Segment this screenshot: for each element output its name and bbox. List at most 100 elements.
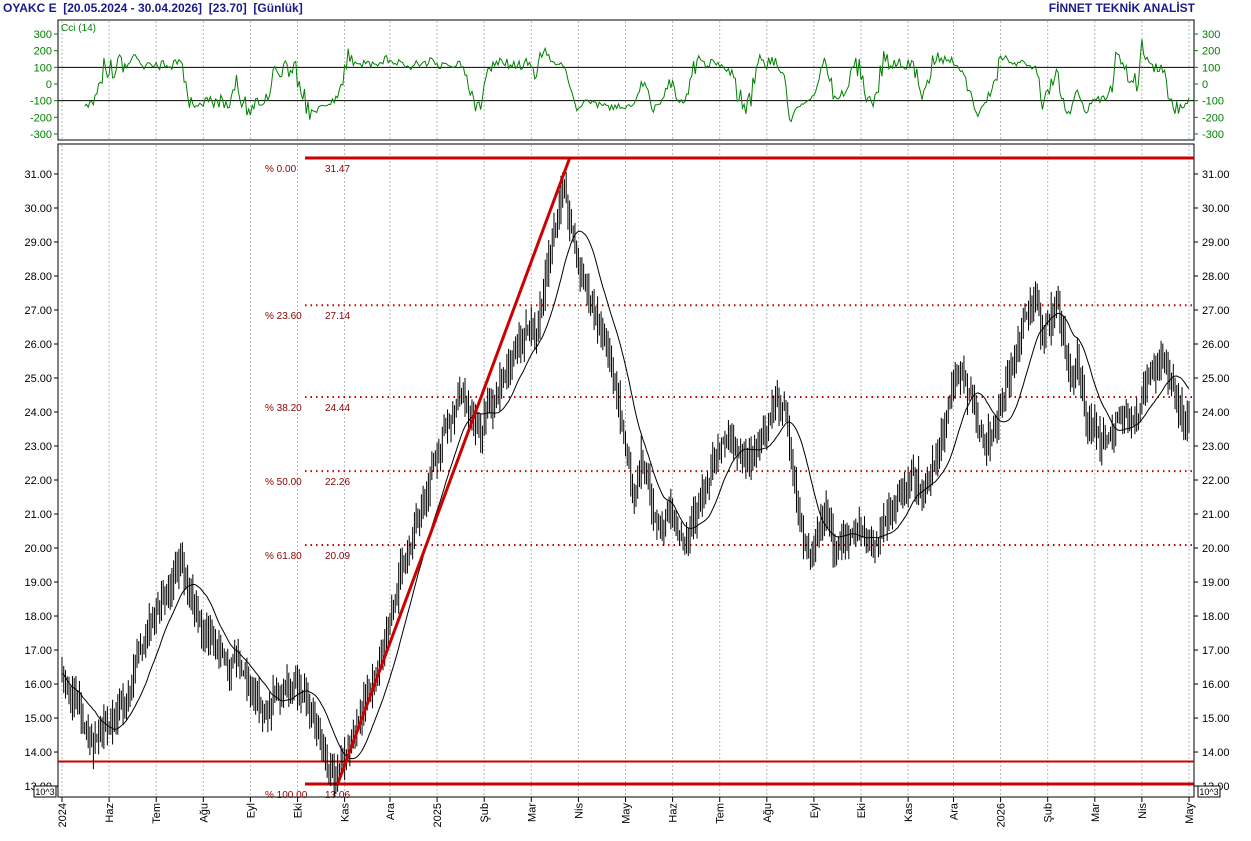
price-tick-label-right: 29.00 [1202,237,1230,249]
scale-note: 10^3 [1199,787,1218,797]
cci-tick-label-right: -200 [1202,112,1224,124]
price-tick-label-right: 25.00 [1202,373,1230,385]
trend-line-segment [336,157,572,785]
price-tick-label-left: 22.00 [24,475,52,487]
cci-tick-label-right: 100 [1202,62,1220,74]
scale-note-box [1197,785,1221,798]
price-tick-label-right: 15.00 [1202,713,1230,725]
price-tick-label-left: 20.00 [24,543,52,555]
cci-tick-label-right: 200 [1202,46,1220,58]
price-tick-label-left: 24.00 [24,407,52,419]
x-tick-label: Tem [715,803,727,824]
x-tick-label: May [1184,803,1196,824]
price-tick-label-right: 26.00 [1202,339,1230,351]
x-tick-label: 2025 [432,803,444,827]
price-tick-label-right: 17.00 [1202,645,1230,657]
x-tick-label: Mar [1090,803,1102,822]
fib-level-percent: % 100.00 [265,790,308,801]
x-tick-label: Nis [573,803,585,819]
price-tick-label-left: 28.00 [24,271,52,283]
scale-notes: 10^3 10^3 [33,785,1221,798]
fib-level-value: 24.44 [325,403,350,414]
moving-average-line [61,230,1190,760]
cci-tick-label-left: 100 [34,62,52,74]
price-tick-label-left: 31.00 [24,169,52,181]
x-tick-label: Şub [479,803,491,823]
x-tick-label: Eki [856,803,868,818]
price-tick-label-right: 14.00 [1202,747,1230,759]
last-price: [23.70] [208,1,247,15]
cci-tick-label-right: -300 [1202,129,1224,141]
price-tick-label-left: 19.00 [24,577,52,589]
cci-tick-label-left: 200 [34,46,52,58]
date-range: [20.05.2024 - 30.04.2026] [63,1,203,15]
x-tick-label: Eyl [245,803,257,818]
price-tick-label-right: 31.00 [1202,169,1230,181]
price-axis: 31.00 31.00 30.00 30.00 29.00 29.00 28.00 28.00… [24,169,1229,793]
x-tick-label: Haz [104,803,116,823]
x-tick-label: Tem [151,803,163,824]
fib-level-value: 20.09 [325,551,350,562]
scale-note-box [33,785,57,798]
x-tick-label: Eki [293,803,305,818]
provider-label: FİNNET TEKNİK ANALİST [1048,1,1195,15]
price-tick-label-right: 18.00 [1202,611,1230,623]
fib-level-percent: % 50.00 [265,477,302,488]
x-tick-label: 2024 [57,803,69,827]
fib-level-value: 22.26 [325,477,350,488]
fib-level-value: 31.47 [325,164,350,175]
price-tick-label-right: 24.00 [1202,407,1230,419]
price-tick-label-right: 28.00 [1202,271,1230,283]
price-tick-label-right: 30.00 [1202,203,1230,215]
cci-title: Cci (14) [61,23,96,34]
x-tick-label: Kas [340,803,352,822]
price-tick-label-right: 19.00 [1202,577,1230,589]
price-tick-label-left: 17.00 [24,645,52,657]
x-tick-label: Ağu [198,803,210,823]
price-tick-label-right: 22.00 [1202,475,1230,487]
x-tick-label: Ara [385,802,397,820]
price-tick-label-left: 15.00 [24,713,52,725]
cci-tick-label-left: 300 [34,29,52,41]
fib-level-percent: % 61.80 [265,551,302,562]
cci-panel [57,19,1195,141]
x-tick-label: Ara [948,802,960,820]
price-tick-label-right: 21.00 [1202,509,1230,521]
x-tick-label: 2026 [996,803,1008,827]
x-tick-label: Haz [668,803,680,823]
x-tick-label: Nis [1137,803,1149,819]
x-tick-label: Eyl [809,803,821,818]
price-tick-label-right: 16.00 [1202,679,1230,691]
trend-line [336,157,572,785]
cci-line [84,39,1190,123]
fib-level-value: 13.06 [325,790,350,801]
price-tick-label-left: 26.00 [24,339,52,351]
price-tick-label-left: 14.00 [24,747,52,759]
price-tick-label-left: 21.00 [24,509,52,521]
cci-tick-label-right: 300 [1202,29,1220,41]
fib-level-percent: % 38.20 [265,403,302,414]
price-tick-label-right: 23.00 [1202,441,1230,453]
x-tick-label: Mar [526,803,538,822]
symbol: OYAKC E [3,1,57,15]
price-tick-label-left: 23.00 [24,441,52,453]
fib-level-percent: % 23.60 [265,311,302,322]
ohlc-bars [61,172,1190,798]
x-tick-label: Ağu [762,803,774,823]
cci-tick-label-right: -100 [1202,96,1224,108]
fib-level-percent: % 0.00 [265,164,297,175]
cci-tick-label-left: 0 [46,79,52,91]
date-axis: 2024 Haz Tem Ağu Eyl Eki Kas Ara 2025 Şub Mar Nis Ma… [57,802,1196,827]
price-tick-label-left: 30.00 [24,203,52,215]
cci-tick-label-left: -300 [30,129,52,141]
price-tick-label-left: 29.00 [24,237,52,249]
price-tick-label-left: 27.00 [24,305,52,317]
moving-average [61,230,1190,760]
price-tick-label-right: 27.00 [1202,305,1230,317]
cci-tick-label-right: 0 [1202,79,1208,91]
scale-note: 10^3 [35,787,54,797]
chart-header: OYAKC E [20.05.2024 - 30.04.2026] [23.70… [3,1,303,15]
cci-tick-label-left: -100 [30,96,52,108]
cci-indicator: 300 300 200 200 100 100 0 0 -100 -100 -200 -200 -300… [30,29,1224,141]
